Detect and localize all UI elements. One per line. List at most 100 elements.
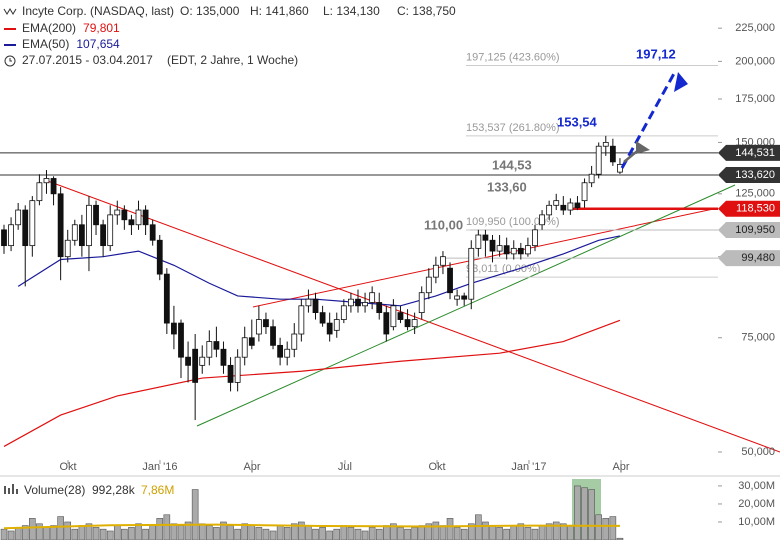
candle-body	[440, 256, 446, 266]
fib-label: 93,011 (0.00%)	[466, 263, 540, 275]
volume-bar	[283, 527, 291, 540]
candle-body	[546, 204, 553, 216]
candle-body	[383, 312, 390, 335]
volume-icon	[8, 488, 10, 494]
candle-body	[36, 182, 43, 202]
level-label: 109,950	[735, 224, 775, 236]
candle-body	[602, 142, 609, 147]
candle-body	[532, 229, 538, 247]
quote: O: 135,000	[180, 4, 240, 18]
volume-bar	[276, 525, 284, 540]
level-box	[718, 167, 780, 184]
x-tick-label: Okt	[428, 461, 445, 473]
volume-icon	[4, 486, 6, 494]
candle-body	[93, 204, 99, 226]
candle-body	[333, 319, 340, 331]
candle-body	[64, 239, 71, 258]
candle-body	[8, 224, 14, 247]
level-box	[718, 200, 780, 217]
volume-bar	[135, 523, 142, 540]
volume-bar	[206, 525, 213, 540]
candle-body	[574, 202, 581, 209]
candle-body	[71, 224, 78, 241]
quote-name: C:	[397, 4, 409, 18]
volume-bar	[552, 521, 560, 540]
volume-bar	[460, 528, 468, 540]
volume-bar	[418, 525, 426, 540]
volume-bar	[319, 527, 326, 540]
candle-body	[397, 312, 404, 320]
volume-bar	[581, 487, 588, 540]
arrow-head	[636, 141, 650, 154]
quote-name: H:	[250, 4, 262, 18]
clock-icon	[4, 55, 16, 67]
candle-body	[553, 200, 560, 206]
volume-bar	[361, 530, 369, 540]
volume-bar	[71, 528, 79, 540]
candle-body	[312, 298, 319, 314]
ema-line	[3, 319, 621, 447]
volume-bar	[170, 523, 178, 540]
volume-bar	[340, 525, 348, 540]
candle-body	[326, 322, 333, 335]
volume-bar	[375, 528, 383, 540]
candle-body	[447, 267, 453, 294]
quote-value: 138,750	[412, 4, 456, 18]
candle-body	[609, 145, 616, 163]
volume-bar	[177, 525, 185, 540]
candle-body	[142, 209, 149, 226]
volume-bar	[503, 528, 510, 540]
volume-bar	[475, 514, 482, 540]
volume-average: 7,86M	[141, 483, 174, 497]
y-tick-label: 30,00M	[738, 480, 775, 492]
volume-bar	[113, 525, 121, 540]
volume-bar	[326, 530, 333, 540]
candle-body	[270, 326, 276, 346]
legend-label: EMA(50)	[22, 37, 69, 51]
candle-body	[227, 364, 234, 383]
candle-body	[29, 200, 36, 247]
trend-line	[196, 184, 736, 427]
candle-body	[206, 341, 213, 358]
volume-bar	[14, 527, 22, 540]
volume-bar	[298, 521, 305, 540]
candle-body	[86, 204, 92, 247]
period-note: (EDT, 2 Jahre, 1 Woche)	[167, 53, 298, 67]
volume-bar	[538, 525, 546, 540]
candle-body	[22, 209, 29, 247]
forecast-arrow	[620, 69, 678, 169]
volume-bar	[234, 528, 241, 540]
candle-body	[78, 224, 85, 247]
x-tick-label: Okt	[59, 461, 76, 473]
volume-bar	[269, 530, 277, 540]
level-label: 133,620	[735, 169, 775, 181]
volume-bar	[128, 527, 135, 540]
volume-bar	[149, 525, 156, 540]
candle-body	[248, 337, 255, 346]
candle-body	[376, 302, 383, 314]
candle-body	[241, 337, 248, 358]
volume-bar	[453, 527, 461, 540]
y-tick-label: 20,00M	[738, 498, 775, 510]
volume-bar	[7, 530, 15, 540]
volume-bar	[78, 525, 86, 540]
fib-label: 197,125 (423.60%)	[466, 51, 560, 63]
volume-bar	[29, 518, 36, 540]
candle-body	[199, 356, 206, 366]
candle-body	[348, 298, 354, 307]
volume-bar	[609, 516, 617, 540]
volume-bar	[227, 525, 234, 540]
candle-body	[178, 322, 184, 358]
candle-body	[171, 322, 177, 335]
annotation: 110,00	[424, 217, 463, 232]
candle-body	[213, 341, 220, 350]
volume-bar	[241, 523, 249, 540]
candle-body	[277, 344, 284, 358]
quote-name: O:	[180, 4, 193, 18]
candle-body	[362, 302, 368, 307]
candle-body	[588, 173, 595, 184]
candle-body	[255, 319, 262, 335]
candle-body	[503, 245, 510, 255]
candle-body	[432, 264, 439, 278]
